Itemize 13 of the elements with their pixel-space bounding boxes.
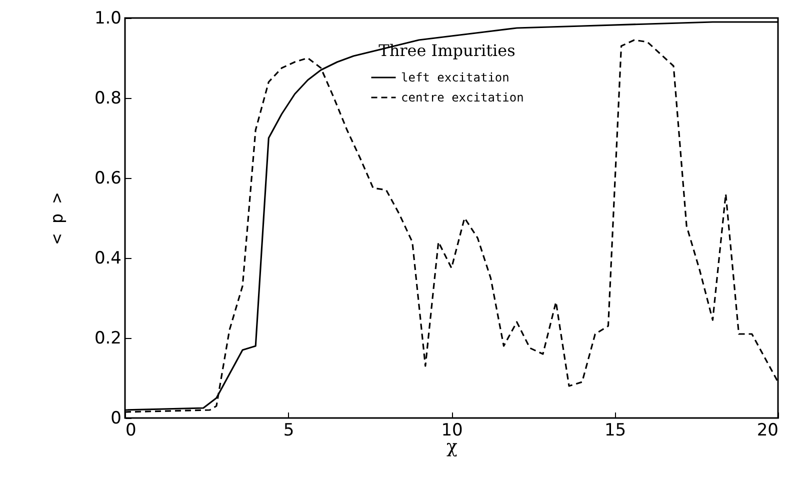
y-tick-label: 0.8: [94, 88, 122, 108]
legend-label: centre excitation: [401, 90, 524, 104]
y-tick-label: 1.0: [94, 8, 122, 28]
x-tick-label: 15: [604, 420, 626, 440]
legend-label: left excitation: [401, 70, 510, 84]
legend-title: Three Impurities: [378, 41, 516, 60]
x-tick-label: 0: [126, 420, 136, 440]
y-tick-label: 0.4: [94, 248, 122, 268]
x-tick-label: 20: [756, 420, 778, 440]
y-tick-label: 0.6: [94, 168, 122, 188]
x-tick-label: 5: [283, 420, 294, 440]
y-tick-label: 0.2: [94, 328, 122, 348]
y-axis-title: < p >: [47, 192, 68, 244]
